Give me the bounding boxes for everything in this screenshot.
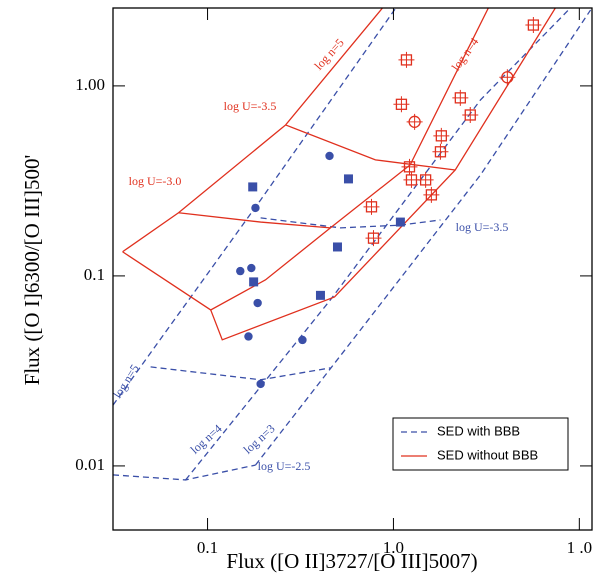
annotation: log U=-2.5 [258, 459, 311, 473]
data-point [315, 290, 325, 300]
data-point [248, 182, 258, 192]
plot-area [113, 8, 592, 481]
x-tick-label: 1 .0 [567, 538, 593, 557]
data-point [325, 151, 334, 161]
y-tick-label: 1.00 [75, 75, 105, 94]
y-tick-label: 0.01 [75, 455, 105, 474]
data-point [256, 379, 265, 389]
point-cross [499, 69, 516, 86]
data-point [395, 217, 405, 227]
data-point [298, 335, 307, 345]
data-point [343, 174, 353, 184]
data-point [236, 266, 245, 276]
model-curve [113, 8, 397, 406]
point-cross [417, 171, 434, 188]
legend-label: SED with BBB [437, 423, 520, 438]
point-cross [432, 143, 449, 160]
model-curve [113, 464, 256, 481]
legend-label: SED without BBB [437, 447, 538, 462]
data-point [249, 277, 259, 287]
data-point [332, 242, 342, 252]
model-curve [260, 217, 441, 229]
annotation: log n=3 [241, 421, 278, 456]
point-cross [452, 89, 469, 106]
annotation: log U=-3.5 [456, 220, 509, 234]
x-tick-label: 0.1 [197, 538, 218, 557]
annotation: log n=5 [311, 36, 346, 73]
data-point [244, 332, 253, 341]
point-cross [525, 17, 542, 34]
model-curve [178, 212, 331, 229]
model-curve [285, 124, 456, 171]
point-cross [363, 198, 380, 215]
x-axis-label: Flux ([O II]3727/[O III]5007) [226, 549, 477, 573]
point-cross [393, 96, 410, 113]
annotation: log U=-3.0 [129, 174, 182, 188]
model-curve [122, 8, 489, 311]
annotation: log n=4 [449, 35, 482, 73]
model-curve [150, 366, 331, 381]
annotation: log n=5 [110, 362, 142, 401]
data-point [251, 203, 260, 213]
point-cross [462, 106, 479, 123]
point-cross [423, 186, 440, 203]
model-curve [254, 9, 592, 466]
annotation: log U=-3.5 [224, 99, 277, 113]
point-cross [433, 127, 450, 144]
data-point [253, 298, 262, 308]
plot-frame [112, 7, 593, 531]
y-axis-label: Flux ([O I]6300/[O III]500' [20, 155, 44, 386]
y-tick-label: 0.1 [84, 265, 105, 284]
x-tick-label: 1.0 [383, 538, 404, 557]
data-point [247, 263, 256, 273]
model-curve [210, 8, 556, 341]
model-curve [185, 8, 571, 481]
point-cross [365, 230, 382, 247]
legend-box [392, 417, 569, 471]
point-cross [398, 51, 415, 68]
point-cross [401, 158, 418, 175]
point-cross [403, 171, 420, 188]
model-curve [122, 8, 383, 253]
point-cross [406, 113, 423, 130]
